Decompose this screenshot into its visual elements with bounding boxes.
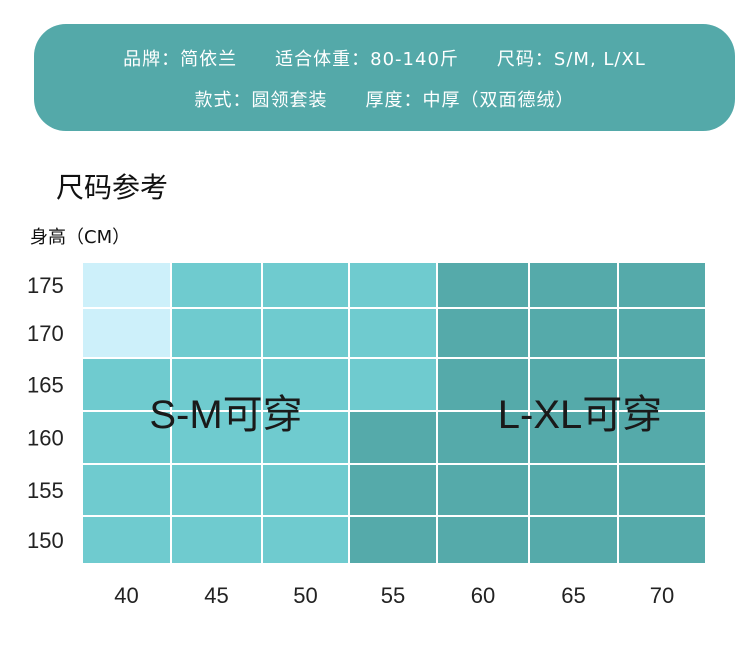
y-tick-label: 150 bbox=[27, 528, 64, 553]
x-tick-label: 40 bbox=[114, 583, 138, 608]
cell-170-40 bbox=[81, 307, 172, 359]
cell-160-40 bbox=[81, 410, 172, 465]
cell-175-60 bbox=[436, 261, 530, 309]
cell-155-65 bbox=[528, 463, 619, 517]
cell-160-50 bbox=[261, 410, 350, 465]
spec-banner: 品牌：简依兰 适合体重：80-140斤 尺码：S/M, L/XL 款式：圆领套装 厚度… bbox=[34, 24, 735, 131]
zone-label-sm: S-M可穿 bbox=[149, 393, 302, 437]
style-text: 款式：圆领套装 bbox=[194, 90, 328, 111]
cell-165-65 bbox=[528, 357, 619, 412]
cell-175-40 bbox=[81, 261, 172, 309]
cell-175-65 bbox=[528, 261, 619, 309]
cell-155-60 bbox=[436, 463, 530, 517]
x-tick-label: 50 bbox=[293, 583, 317, 608]
section-title: 尺码参考 bbox=[56, 171, 169, 204]
cell-155-40 bbox=[81, 463, 172, 517]
cell-150-60 bbox=[436, 515, 530, 565]
spec-line-1: 品牌：简依兰 适合体重：80-140斤 尺码：S/M, L/XL bbox=[34, 45, 735, 71]
y-tick-label: 170 bbox=[27, 321, 64, 346]
cell-165-70 bbox=[617, 357, 707, 412]
cell-150-70 bbox=[617, 515, 707, 565]
y-tick-label: 165 bbox=[27, 373, 64, 398]
cell-165-55 bbox=[348, 357, 438, 412]
cell-150-40 bbox=[81, 515, 172, 565]
cell-150-45 bbox=[170, 515, 263, 565]
y-tick-label: 160 bbox=[27, 426, 64, 451]
y-axis-label: 身高（CM） bbox=[30, 227, 131, 248]
cell-175-50 bbox=[261, 261, 350, 309]
x-tick-label: 55 bbox=[381, 583, 405, 608]
cell-170-60 bbox=[436, 307, 530, 359]
cell-175-55 bbox=[348, 261, 438, 309]
cell-175-45 bbox=[170, 261, 263, 309]
zone-label-lxl: L-XL可穿 bbox=[498, 393, 663, 437]
x-tick-label: 65 bbox=[561, 583, 585, 608]
cell-160-65 bbox=[528, 410, 619, 465]
sizes-text: 尺码：S/M, L/XL bbox=[496, 49, 646, 70]
cell-170-55 bbox=[348, 307, 438, 359]
fit-weight-text: 适合体重：80-140斤 bbox=[275, 49, 459, 70]
cell-170-45 bbox=[170, 307, 263, 359]
y-tick-label: 175 bbox=[27, 273, 64, 298]
y-tick-label: 155 bbox=[27, 478, 64, 503]
cell-170-65 bbox=[528, 307, 619, 359]
cell-160-60 bbox=[436, 410, 530, 465]
cell-155-45 bbox=[170, 463, 263, 517]
cell-155-70 bbox=[617, 463, 707, 517]
cell-175-70 bbox=[617, 261, 707, 309]
cell-160-70 bbox=[617, 410, 707, 465]
cell-150-65 bbox=[528, 515, 619, 565]
x-tick-label: 45 bbox=[204, 583, 228, 608]
brand-text: 品牌：简依兰 bbox=[123, 49, 238, 70]
cell-170-70 bbox=[617, 307, 707, 359]
cell-155-50 bbox=[261, 463, 350, 517]
cell-160-55 bbox=[348, 410, 438, 465]
x-tick-label: 70 bbox=[650, 583, 674, 608]
cell-150-55 bbox=[348, 515, 438, 565]
cell-170-50 bbox=[261, 307, 350, 359]
x-tick-label: 60 bbox=[471, 583, 495, 608]
thickness-text: 厚度：中厚（双面德绒） bbox=[365, 90, 575, 111]
cell-155-55 bbox=[348, 463, 438, 517]
cell-150-50 bbox=[261, 515, 350, 565]
spec-line-2: 款式：圆领套装 厚度：中厚（双面德绒） bbox=[34, 86, 735, 112]
